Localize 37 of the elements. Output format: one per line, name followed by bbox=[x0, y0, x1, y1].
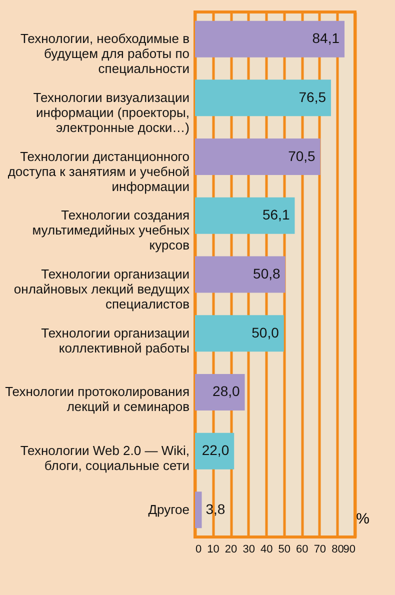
bar bbox=[195, 374, 245, 410]
data-label: 76,5 bbox=[298, 88, 326, 105]
x-tick-label: 30 bbox=[242, 544, 255, 556]
bar bbox=[195, 492, 202, 528]
y-tick-label: Технологии Web 2.0 — Wiki, блоги, социальные сети bbox=[20, 443, 190, 474]
data-label: 22,0 bbox=[202, 442, 230, 458]
bar bbox=[195, 197, 295, 234]
bar bbox=[195, 432, 234, 470]
data-label: 50,0 bbox=[252, 324, 280, 340]
x-tick-label: 20 bbox=[224, 544, 238, 556]
data-label: 70,5 bbox=[288, 148, 316, 164]
x-tick-label: 90 bbox=[343, 544, 356, 556]
y-tick-label: Технологии организации коллективной работы bbox=[41, 325, 190, 356]
x-tick-label: 0 bbox=[196, 544, 202, 556]
x-axis-title: % bbox=[356, 510, 370, 528]
data-label: 56,1 bbox=[262, 206, 290, 223]
bar bbox=[195, 256, 286, 293]
y-tick-label: Технологии создания мультимедийных учебных курсов bbox=[32, 208, 190, 253]
x-tick-label: 60 bbox=[296, 544, 308, 556]
y-tick-label: Технологии протоколирования лекций и семинаров bbox=[5, 384, 190, 414]
bar bbox=[195, 20, 345, 58]
x-tick-label: 70 bbox=[314, 544, 326, 556]
bar bbox=[195, 138, 320, 176]
x-tick-label: 80 bbox=[332, 544, 344, 556]
y-tick-label: Технологии организации онлайновых лекций ведущих специалистов bbox=[14, 266, 190, 312]
x-tick-label: 10 bbox=[207, 544, 220, 556]
bar bbox=[195, 80, 331, 116]
data-label: 84,1 bbox=[312, 30, 340, 46]
bar bbox=[195, 315, 284, 352]
y-tick-label: Технологии, необходимые в будущем для работы по специальности bbox=[20, 31, 190, 76]
x-tick-label: 40 bbox=[260, 544, 273, 556]
y-tick-label: Другое bbox=[148, 502, 190, 517]
x-tick-label: 50 bbox=[278, 544, 291, 556]
y-tick-label: Технологии дистанционного доступа к занятиям и учебной информации bbox=[8, 148, 190, 194]
data-label: 28,0 bbox=[212, 383, 240, 400]
y-tick-label: Технологии визуализации информации (проекторы, электронные доски…) bbox=[33, 90, 190, 135]
data-label: 50,8 bbox=[253, 266, 281, 282]
